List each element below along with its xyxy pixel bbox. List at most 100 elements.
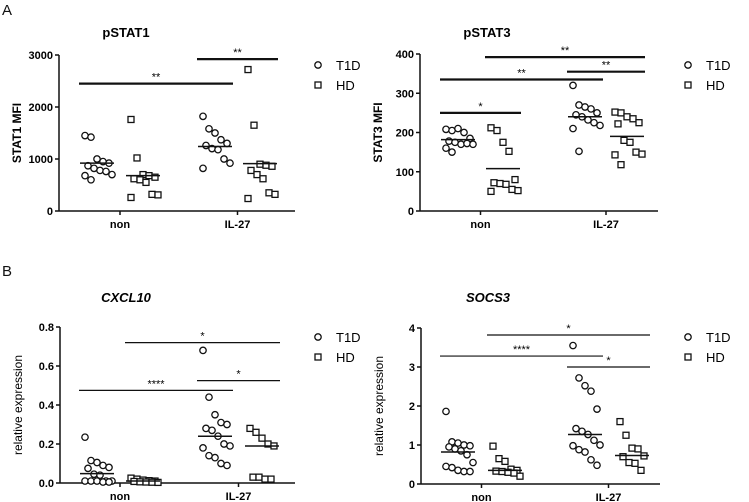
- data-point-t1d: [593, 461, 601, 470]
- x-tick-label: IL-27: [596, 492, 622, 502]
- y-tick-label: 400: [396, 49, 414, 61]
- y-tick-label: 0.0: [39, 478, 54, 490]
- data-point-t1d: [587, 105, 595, 113]
- y-tick-label: 3: [409, 362, 415, 374]
- data-point-t1d: [202, 141, 210, 150]
- data-point-t1d: [442, 144, 450, 153]
- data-point-hd: [626, 138, 634, 146]
- legend-label: HD: [336, 350, 355, 365]
- data-point-hd: [487, 187, 495, 196]
- y-tick-label: 100: [396, 167, 414, 179]
- data-point-t1d: [581, 381, 589, 390]
- data-point-t1d: [590, 436, 598, 445]
- x-tick-label: non: [470, 219, 490, 231]
- data-point-hd: [496, 179, 504, 188]
- data-point-hd: [244, 194, 252, 203]
- data-point-hd: [617, 161, 625, 169]
- data-point-hd: [133, 154, 141, 162]
- data-point-t1d: [108, 170, 116, 179]
- data-point-t1d: [226, 159, 234, 168]
- data-point-t1d: [87, 133, 95, 142]
- x-tick-label: IL-27: [226, 491, 252, 502]
- data-point-hd: [267, 475, 275, 483]
- data-point-hd: [505, 147, 513, 155]
- data-point-hd: [631, 459, 639, 467]
- data-point-hd: [501, 457, 509, 466]
- data-point-t1d: [593, 405, 601, 413]
- data-point-t1d: [596, 121, 604, 130]
- legend-marker-t1d: [314, 61, 322, 69]
- data-point-hd: [495, 454, 503, 463]
- data-point-t1d: [223, 461, 231, 470]
- data-point-t1d: [226, 442, 234, 450]
- data-point-t1d: [199, 346, 207, 355]
- data-point-hd: [629, 115, 637, 123]
- data-point-t1d: [199, 444, 207, 452]
- data-point-hd: [614, 120, 622, 128]
- y-tick-label: 0: [47, 206, 53, 218]
- y-axis-label: STAT3 MFI: [371, 102, 385, 162]
- data-point-hd: [261, 475, 269, 483]
- data-point-t1d: [214, 145, 222, 154]
- data-point-t1d: [217, 135, 225, 144]
- x-tick-label: non: [471, 492, 491, 502]
- significance-label: **: [561, 45, 570, 57]
- data-point-hd: [489, 442, 497, 450]
- data-point-hd: [516, 472, 524, 480]
- data-point-hd: [136, 176, 144, 184]
- y-tick-label: 1: [409, 440, 415, 452]
- y-tick-label: 4: [409, 323, 416, 335]
- data-point-hd: [617, 109, 625, 117]
- x-tick-label: IL-27: [593, 219, 619, 231]
- data-point-t1d: [81, 171, 89, 180]
- y-tick-label: 0.2: [39, 439, 54, 451]
- data-point-t1d: [442, 407, 450, 416]
- data-point-t1d: [105, 463, 113, 472]
- data-point-t1d: [469, 458, 477, 467]
- data-point-t1d: [593, 109, 601, 117]
- significance-label: *: [606, 355, 611, 367]
- data-point-hd: [247, 166, 255, 175]
- data-point-hd: [632, 148, 640, 156]
- data-point-t1d: [208, 426, 216, 435]
- significance-label: **: [233, 47, 242, 59]
- data-point-hd: [142, 478, 150, 486]
- data-point-t1d: [466, 467, 474, 476]
- data-point-hd: [508, 185, 516, 194]
- x-tick-label: non: [110, 491, 130, 502]
- y-tick-label: 0.4: [39, 400, 55, 412]
- panel-label-b: B: [2, 263, 13, 280]
- data-point-hd: [611, 151, 619, 159]
- data-point-hd: [130, 175, 138, 183]
- data-point-t1d: [575, 147, 583, 156]
- y-tick-label: 200: [396, 128, 414, 140]
- data-point-t1d: [587, 455, 595, 464]
- legend-label: HD: [706, 350, 725, 365]
- data-point-t1d: [205, 124, 213, 133]
- data-point-t1d: [442, 462, 450, 471]
- data-point-hd: [634, 445, 642, 453]
- data-point-t1d: [223, 139, 231, 148]
- data-point-hd: [611, 108, 619, 116]
- y-tick-label: 2000: [29, 102, 53, 114]
- data-point-t1d: [211, 129, 219, 137]
- data-point-t1d: [460, 128, 468, 137]
- significance-label: *: [478, 101, 483, 113]
- y-tick-label: 300: [396, 88, 414, 100]
- data-point-t1d: [454, 466, 462, 475]
- data-point-t1d: [581, 448, 589, 456]
- y-tick-label: 0.8: [39, 322, 54, 334]
- data-point-hd: [514, 186, 522, 195]
- data-point-hd: [127, 193, 135, 202]
- data-point-t1d: [87, 175, 95, 184]
- significance-label: **: [602, 60, 611, 72]
- x-tick-label: non: [110, 219, 130, 231]
- data-point-hd: [258, 434, 266, 442]
- chart-title: pSTAT1: [102, 25, 149, 40]
- data-point-t1d: [442, 125, 450, 134]
- data-point-hd: [253, 170, 261, 179]
- chart-cxcl10: CXCL10 0.0 0.2 0.4 0.6 0.8 relative expression…: [11, 290, 361, 502]
- data-point-hd: [265, 189, 273, 197]
- data-point-t1d: [575, 374, 583, 382]
